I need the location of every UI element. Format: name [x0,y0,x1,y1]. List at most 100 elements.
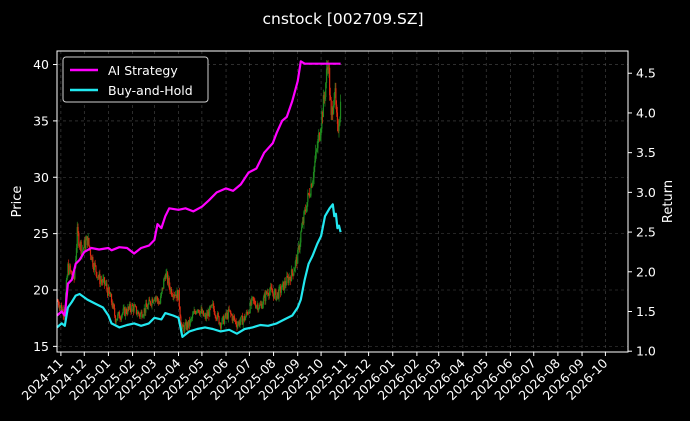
price-candle-body [99,273,101,284]
price-candle-body [276,292,279,296]
price-candle-body [263,294,265,298]
return-axis-label: Return [661,180,676,223]
price-candle-body [337,123,339,132]
price-candle-body [227,309,229,319]
price-candle-body [203,315,205,317]
price-candle-body [313,167,315,178]
price-candle-body [78,245,81,247]
price-candle-body [232,316,234,321]
price-candle-body [60,305,62,307]
price-candle-body [339,118,341,126]
price-candle-body [171,295,173,296]
price-candle-body [323,95,325,99]
price-candle-body [188,320,190,328]
price-candle-body [184,322,187,325]
price-candle-body [195,311,198,314]
price-candle-body [318,132,321,141]
return-tick-label: 2.5 [636,225,656,240]
price-candle-body [147,304,149,309]
price-candle-body [241,315,243,317]
price-candle-body [138,314,141,317]
price-candle-body [272,293,275,299]
price-candle-body [248,312,250,315]
price-candle-body [240,316,242,322]
price-candle-body [334,88,336,94]
price-candle-body [117,311,120,315]
price-candle-body [235,320,237,325]
price-candle-body [228,309,230,311]
price-candle-body [117,314,119,319]
price-candle-body [209,306,212,308]
price-candle-body [78,232,80,246]
price-candle-body [330,99,332,115]
price-candle-body [129,304,131,311]
price-candle-body [102,278,104,283]
price-candle-body [205,315,207,319]
price-candle-body [81,251,83,255]
price-candle-body [276,295,278,300]
price-candle-body [273,291,275,299]
price-candle-body [107,287,110,296]
price-candle-body [239,321,241,326]
price-candle-body [111,302,113,308]
price-candle-body [238,321,240,326]
price-candle-body [252,296,254,300]
price-candle-body [270,286,272,289]
price-candle-body [279,286,282,293]
price-candle-body [115,320,117,323]
price-candle-body [162,287,164,289]
price-candle-body [288,277,290,283]
series-line-buy-and-hold [56,203,342,338]
price-candle-body [109,292,111,297]
price-candle-body [181,324,183,329]
price-candle-body [161,287,163,293]
price-candle-body [198,309,200,313]
price-candle-body [284,281,286,285]
price-candle-body [247,312,249,315]
price-candle-body [262,304,264,309]
price-candle-body [112,303,114,308]
price-candle-body [257,304,259,311]
price-candle-body [221,318,223,325]
price-candle-body [298,245,300,250]
price-candle-body [318,132,320,139]
price-candle-body [107,289,109,296]
price-candle-body [110,294,113,303]
price-candle-body [82,247,85,250]
price-candle-body [157,300,159,304]
return-tick-label: 3.0 [636,185,656,200]
price-tick-label: 40 [33,57,49,72]
price-candle-body [293,271,295,276]
price-candle-body [197,309,199,311]
price-candle-body [118,311,120,319]
price-candle-body [316,148,318,150]
price-candle-body [121,315,123,319]
price-candle-body [308,193,310,194]
price-candle-body [114,308,116,316]
price-candle-body [67,264,69,276]
price-candle-body [172,295,174,298]
price-candle-body [216,313,219,320]
price-candle-body [277,292,279,299]
price-candle-body [327,67,329,70]
price-candle-body [83,240,85,248]
price-candle-body [336,104,338,113]
price-candle-body [103,277,106,285]
price-candle-body [145,303,147,313]
price-candle-body [86,236,88,241]
price-candle-body [297,249,299,264]
price-tick-label: 30 [33,170,49,185]
price-candle-body [156,297,158,299]
price-candle-body [160,296,162,304]
return-lines [56,60,342,338]
price-candle-body [188,320,191,326]
price-candle-body [302,221,304,224]
price-candle-body [104,283,106,285]
price-candle-body [178,290,180,307]
price-candle-body [246,312,248,313]
price-candle-body [282,281,284,284]
price-candle-body [242,319,244,325]
price-candle-body [158,302,160,304]
price-candle-body [94,263,96,266]
price-candle-body [97,276,99,278]
